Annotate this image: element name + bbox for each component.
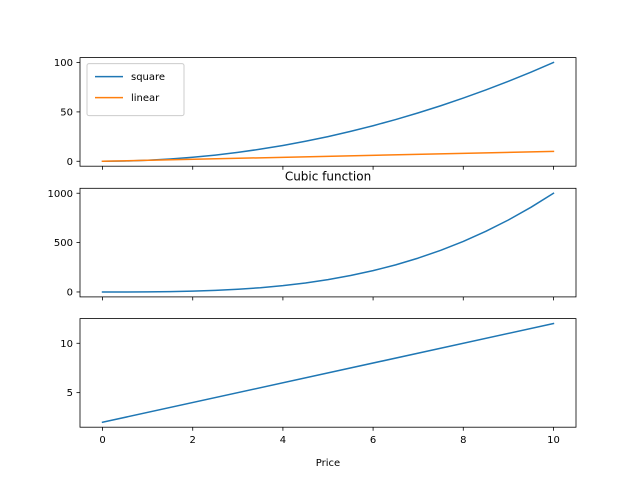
axes-frame <box>79 318 577 428</box>
legend: square linear <box>86 63 185 117</box>
y-tick-label: 100 <box>54 58 73 69</box>
x-tick-label: 8 <box>460 435 466 446</box>
series-line-series-1 <box>101 322 555 424</box>
x-axis-label: Price <box>316 458 340 469</box>
subplot-1: 0 50 100 square linear <box>54 57 577 170</box>
y-tick-label: 0 <box>67 288 73 299</box>
x-tick-label: 10 <box>547 435 560 446</box>
x-tick-label: 4 <box>280 435 286 446</box>
y-tick-label: 50 <box>60 108 73 119</box>
legend-label: linear <box>131 93 160 104</box>
series-line-linear <box>101 150 555 163</box>
y-tick-label: 500 <box>54 238 73 249</box>
y-tick-label: 1000 <box>48 189 73 200</box>
series-line-series-1 <box>101 192 555 293</box>
y-tick-label: 10 <box>60 339 73 350</box>
subplot-2: 0 500 1000 Cubic function <box>48 169 577 301</box>
y-tick-label: 0 <box>67 157 73 168</box>
y-tick-label: 5 <box>67 388 73 399</box>
panel-title: Cubic function <box>285 169 371 183</box>
axes-frame <box>79 187 577 298</box>
series-line-square <box>101 61 555 163</box>
subplot-3: 0 2 4 6 8 10 5 10 Price <box>60 318 577 469</box>
x-tick-label: 0 <box>99 435 105 446</box>
x-tick-label: 2 <box>190 435 196 446</box>
x-tick-label: 6 <box>370 435 376 446</box>
legend-label: square <box>131 72 165 83</box>
